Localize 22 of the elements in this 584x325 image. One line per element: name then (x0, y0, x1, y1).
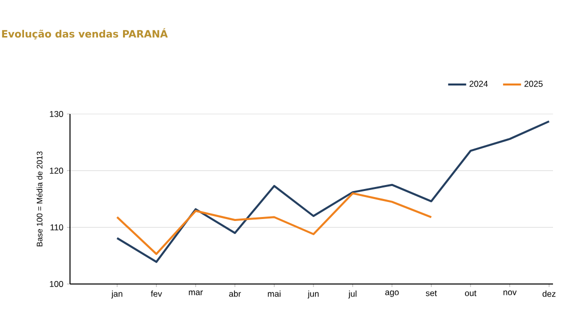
legend-label: 2024 (470, 80, 488, 87)
x-tick-label: mar (188, 290, 203, 296)
x-tick-label: set (426, 290, 437, 296)
y-tick-label: 130 (50, 111, 64, 118)
line-series (116, 120, 550, 263)
x-tick-label: nov (504, 290, 517, 296)
y-tick-label: 120 (50, 168, 64, 174)
line-series (116, 192, 432, 255)
x-tick-label: jun (308, 290, 319, 298)
x-tick-label: ago (385, 290, 399, 297)
legend-label: 2025 (524, 80, 543, 87)
y-axis-title: Base 100 = Média de 2013 (36, 151, 42, 246)
x-tick-label: jul (348, 290, 356, 298)
x-tick-label: abr (229, 290, 241, 297)
x-tick-label: out (464, 290, 476, 296)
chart-title: Evolução das vendas PARANÁ (2, 28, 168, 40)
x-tick-label: dez (542, 290, 556, 297)
y-tick-label: 110 (50, 224, 64, 230)
x-tick-label: fev (150, 290, 162, 297)
x-tick-label: mai (268, 290, 280, 297)
x-tick-label: jan (111, 290, 122, 298)
y-tick-label: 100 (50, 281, 64, 288)
